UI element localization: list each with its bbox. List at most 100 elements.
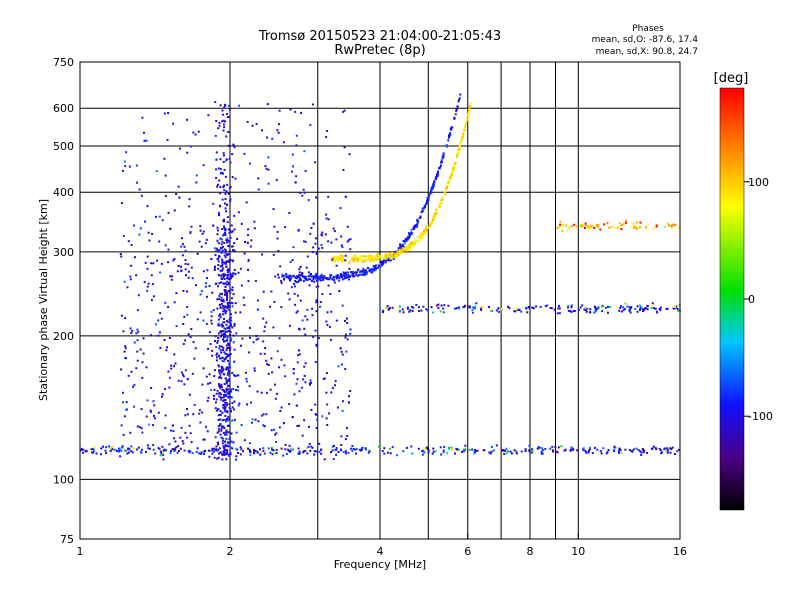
data-point [599, 228, 602, 231]
data-point [351, 258, 354, 261]
data-point [408, 234, 411, 237]
data-point [214, 369, 216, 372]
data-point [373, 258, 375, 261]
data-point [144, 261, 147, 264]
data-point [567, 306, 569, 309]
data-point [274, 383, 276, 386]
data-point [226, 116, 229, 118]
data-point [205, 375, 208, 378]
data-point [344, 450, 347, 453]
data-point [508, 307, 511, 310]
data-point [156, 259, 159, 262]
data-point [459, 142, 462, 145]
data-point [214, 401, 217, 404]
data-point [328, 278, 331, 281]
data-point [292, 165, 294, 168]
data-point [583, 449, 586, 452]
data-point [118, 447, 121, 450]
data-point [410, 245, 413, 248]
data-point [440, 453, 443, 456]
data-point [531, 448, 534, 451]
data-point [330, 451, 332, 454]
data-point [413, 242, 416, 245]
data-point [288, 212, 291, 214]
data-point [405, 247, 408, 250]
data-point [210, 258, 213, 260]
data-point [124, 165, 127, 168]
data-point [544, 305, 547, 308]
data-point [247, 280, 250, 283]
data-point [206, 269, 209, 272]
data-point [619, 306, 622, 309]
data-point [130, 264, 133, 267]
data-point [231, 245, 234, 248]
data-point [541, 447, 544, 450]
data-point [338, 257, 341, 260]
data-point [489, 452, 492, 455]
data-point [167, 248, 170, 251]
data-point [410, 228, 413, 231]
data-point [196, 447, 199, 450]
data-point [383, 447, 386, 450]
data-point [315, 285, 318, 288]
data-point [194, 133, 197, 136]
data-point [253, 369, 256, 372]
data-point [422, 207, 425, 210]
data-point [230, 313, 233, 316]
data-point [634, 226, 637, 229]
data-point [344, 195, 347, 198]
legend-line-x: mean, sd,X: 90.8, 24.7 [596, 47, 698, 57]
data-point [425, 448, 428, 451]
data-point [275, 441, 278, 443]
data-point [135, 367, 138, 370]
data-point [295, 144, 298, 147]
data-point [227, 306, 230, 309]
data-point [556, 451, 559, 454]
data-point [267, 182, 270, 185]
data-point [317, 337, 320, 340]
data-point [320, 279, 322, 282]
data-point [239, 267, 242, 270]
data-point [601, 310, 604, 312]
data-point [471, 311, 474, 314]
data-point [321, 246, 324, 249]
data-point [207, 114, 210, 117]
data-point [137, 294, 140, 297]
data-point [288, 298, 291, 301]
data-point [423, 230, 426, 233]
data-point [304, 315, 307, 318]
data-point [222, 273, 225, 275]
data-point [492, 449, 495, 452]
data-point [169, 227, 172, 230]
data-point [227, 418, 230, 421]
data-point [214, 254, 217, 257]
data-point [321, 415, 324, 418]
data-point [355, 273, 358, 276]
data-point [203, 438, 206, 441]
data-point [220, 427, 223, 430]
data-point [299, 274, 302, 277]
data-point [419, 216, 422, 219]
data-point [308, 442, 311, 445]
data-point [399, 252, 402, 255]
data-point [229, 322, 232, 325]
data-point [293, 292, 296, 295]
data-point [223, 254, 226, 257]
data-point [623, 308, 626, 311]
data-point [234, 273, 237, 276]
data-point [225, 353, 228, 356]
data-point [230, 319, 233, 322]
data-point [341, 278, 344, 281]
data-point [439, 446, 442, 449]
data-point [513, 310, 516, 313]
data-point [302, 451, 305, 454]
data-point [524, 450, 527, 452]
data-point [425, 446, 428, 449]
data-point [225, 458, 228, 461]
data-point [298, 275, 301, 278]
data-point [254, 418, 257, 421]
data-point [216, 239, 219, 242]
data-point [228, 349, 231, 352]
data-point [226, 294, 229, 297]
data-point [229, 408, 232, 411]
